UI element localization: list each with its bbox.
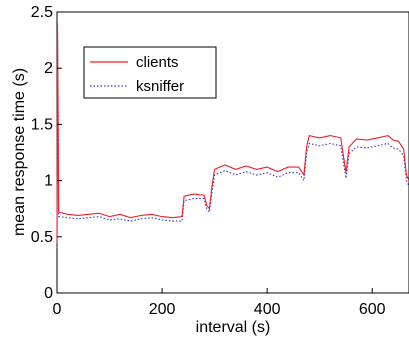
x-tick-label: 600	[359, 301, 386, 318]
series-line-ksniffer	[56, 34, 409, 249]
tick-layer: 0 200 400 600 0 0.5 1 1.5 2 2.5	[31, 4, 386, 318]
series-line-clients	[56, 23, 409, 243]
x-tick-label: 0	[53, 301, 62, 318]
y-tick-label: 1	[44, 173, 53, 190]
legend-label-ksniffer: ksniffer	[136, 78, 184, 95]
y-axis-label: mean response time (s)	[11, 68, 28, 236]
y-tick-label: 2.5	[31, 4, 53, 21]
legend-box	[83, 46, 217, 99]
y-tick-label: 1.5	[31, 116, 53, 133]
legend-label-clients: clients	[136, 54, 179, 71]
y-tick-label: 2	[44, 60, 53, 77]
series-layer	[56, 23, 409, 249]
x-tick-label: 200	[149, 301, 176, 318]
legend: clients ksniffer	[83, 46, 217, 99]
x-axis-label: interval (s)	[196, 319, 271, 336]
y-tick-label: 0	[44, 285, 53, 302]
y-tick-label: 0.5	[31, 229, 53, 246]
x-tick-label: 400	[254, 301, 281, 318]
